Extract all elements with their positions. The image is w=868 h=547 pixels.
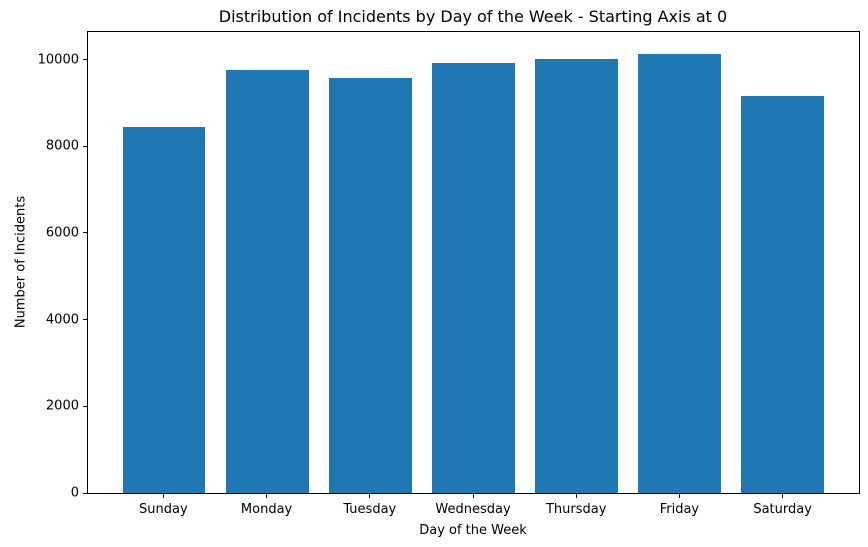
y-tick-mark (83, 145, 87, 147)
x-tick-label-friday: Friday (659, 502, 700, 517)
x-tick-mark (575, 494, 577, 498)
bar-monday (226, 70, 309, 493)
y-tick-mark (83, 59, 87, 61)
y-axis-label: Number of Incidents (13, 195, 29, 329)
y-tick-mark (83, 492, 87, 494)
x-tick-label-wednesday: Wednesday (435, 502, 511, 517)
bar-saturday (741, 95, 824, 493)
y-tick-label: 8000 (45, 138, 79, 154)
bar-sunday (123, 126, 206, 493)
y-tick-label: 2000 (45, 398, 79, 414)
x-tick-label-thursday: Thursday (545, 502, 607, 517)
x-tick-mark (369, 494, 371, 498)
x-tick-label-tuesday: Tuesday (343, 502, 397, 517)
bar-tuesday (329, 77, 412, 493)
x-tick-mark (266, 494, 268, 498)
x-tick-label-monday: Monday (240, 502, 293, 517)
bar-friday (638, 54, 721, 493)
x-tick-mark (472, 494, 474, 498)
x-tick-label-sunday: Sunday (139, 502, 188, 517)
y-tick-mark (83, 405, 87, 407)
x-tick-mark (678, 494, 680, 498)
plot-area (87, 31, 860, 494)
chart-title: Distribution of Incidents by Day of the … (218, 7, 728, 26)
y-tick-mark (83, 319, 87, 321)
y-tick-label: 10000 (37, 52, 79, 68)
x-axis-label: Day of the Week (419, 523, 527, 538)
x-tick-mark (162, 494, 164, 498)
y-tick-label: 6000 (45, 225, 79, 241)
x-tick-label-saturday: Saturday (753, 502, 812, 517)
y-tick-label: 0 (70, 485, 79, 501)
bar-thursday (535, 58, 618, 493)
bar-wednesday (432, 63, 515, 493)
y-tick-mark (83, 232, 87, 234)
y-tick-label: 4000 (45, 312, 79, 328)
x-tick-mark (782, 494, 784, 498)
